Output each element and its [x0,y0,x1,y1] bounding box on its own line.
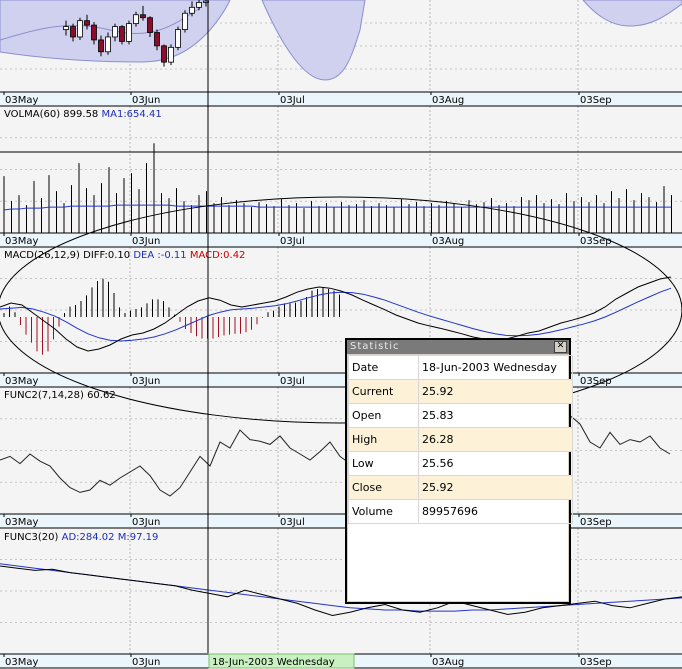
candle-down [98,39,104,53]
x-tick-label: 03Jul [280,517,305,528]
statistic-key: High [348,427,419,452]
statistic-window[interactable]: Statistic ✕ Date 18-Jun-2003 Wednesday Cur… [345,338,573,604]
statistic-value: 25.83 [418,403,573,428]
macd-diff-line [0,276,672,352]
x-tick-label: 03Sep [580,657,612,668]
candle-up [189,6,195,14]
x-tick-label: 03Jun [132,657,160,668]
cursor-date-box [208,653,355,669]
candle-down [154,32,160,47]
statistic-key: Low [348,451,419,476]
x-tick-label: 03Jul [280,95,305,106]
candle-up [63,26,69,30]
candle-up [126,23,132,42]
x-tick-label: 03Aug [432,236,464,247]
statistic-title-bar[interactable]: Statistic ✕ [347,340,569,354]
x-tick-label: 03Sep [580,95,612,106]
statistic-value: 25.92 [418,475,573,500]
candle-down [84,20,90,26]
func3-line [0,565,682,617]
statistic-title: Statistic [350,341,400,352]
statistic-key: Open [348,403,419,428]
statistic-body: Date 18-Jun-2003 Wednesday Current 25.92 Ope… [348,355,573,601]
candle-up [77,20,83,38]
x-axis-strip [0,92,682,106]
x-tick-label: 03Jul [280,236,305,247]
statistic-value: 25.92 [418,379,573,404]
candle-up [112,26,118,38]
x-tick-label: 03Sep [580,376,612,387]
x-tick-label: 03Jun [132,236,160,247]
cursor-date-label: 18-Jun-2003 Wednesday [212,657,335,668]
x-tick-label: 03May [5,95,38,106]
statistic-row-close[interactable]: Close 25.92 [348,475,573,500]
candle-up [105,36,111,53]
x-tick-label: 03May [5,657,38,668]
x-tick-label: 03Sep [580,236,612,247]
statistic-key: Current [348,379,419,404]
candle-up [175,29,181,48]
candle-down [147,17,153,33]
macd-dea-line [0,287,672,342]
statistic-value: 89957696 [418,499,573,524]
price-band-right [582,0,682,27]
statistic-row-current[interactable]: Current 25.92 [348,379,573,404]
candle-down [140,14,146,19]
candle-down [161,45,167,63]
statistic-value: 25.56 [418,451,573,476]
candle-down [119,26,125,42]
price-band-middle-line [0,7,201,41]
statistic-key: Volume [348,499,419,524]
price-band-mid [261,0,366,81]
func2-panel-label: FUNC2(7,14,28) 60.62 [4,390,116,401]
func3-panel-label: FUNC3(20) AD:284.02 M:97.19 [4,532,158,543]
candle-up [196,2,202,8]
x-axis-strip [0,233,682,247]
candle-down [91,24,97,41]
x-tick-label: 03Jul [280,376,305,387]
x-tick-label: 03Aug [432,657,464,668]
x-tick-label: 03Sep [580,517,612,528]
x-tick-label: 03Jun [132,376,160,387]
x-tick-label: 03May [5,236,38,247]
volume-ma-line [3,204,672,211]
chart-marks [0,0,682,617]
statistic-key: Close [348,475,419,500]
statistic-value: 18-Jun-2003 Wednesday [418,355,573,380]
candle-up [168,46,174,63]
x-tick-label: 03Jun [132,517,160,528]
statistic-key: Date [348,355,419,380]
volume-panel-label: VOLMA(60) 899.58 MA1:654.41 [4,109,162,120]
x-tick-label: 03May [5,517,38,528]
candle-up [182,12,188,30]
x-tick-label: 03Jun [132,95,160,106]
candle-down [70,26,76,38]
x-tick-label: 03May [5,376,38,387]
annotation-ellipse[interactable] [0,196,682,424]
close-icon[interactable]: ✕ [554,341,567,353]
statistic-row-low[interactable]: Low 25.56 [348,451,573,476]
statistic-row-high[interactable]: High 26.28 [348,427,573,452]
macd-panel-label: MACD(26,12,9) DIFF:0.10 DEA :-0.11 MACD:… [4,250,245,261]
candle-up [133,14,139,25]
statistic-row-open[interactable]: Open 25.83 [348,403,573,428]
statistic-row-date[interactable]: Date 18-Jun-2003 Wednesday [348,355,573,380]
statistic-table: Date 18-Jun-2003 Wednesday Current 25.92 Ope… [348,355,573,524]
x-tick-label: 03Aug [432,95,464,106]
statistic-value: 26.28 [418,427,573,452]
statistic-row-volume[interactable]: Volume 89957696 [348,499,573,524]
